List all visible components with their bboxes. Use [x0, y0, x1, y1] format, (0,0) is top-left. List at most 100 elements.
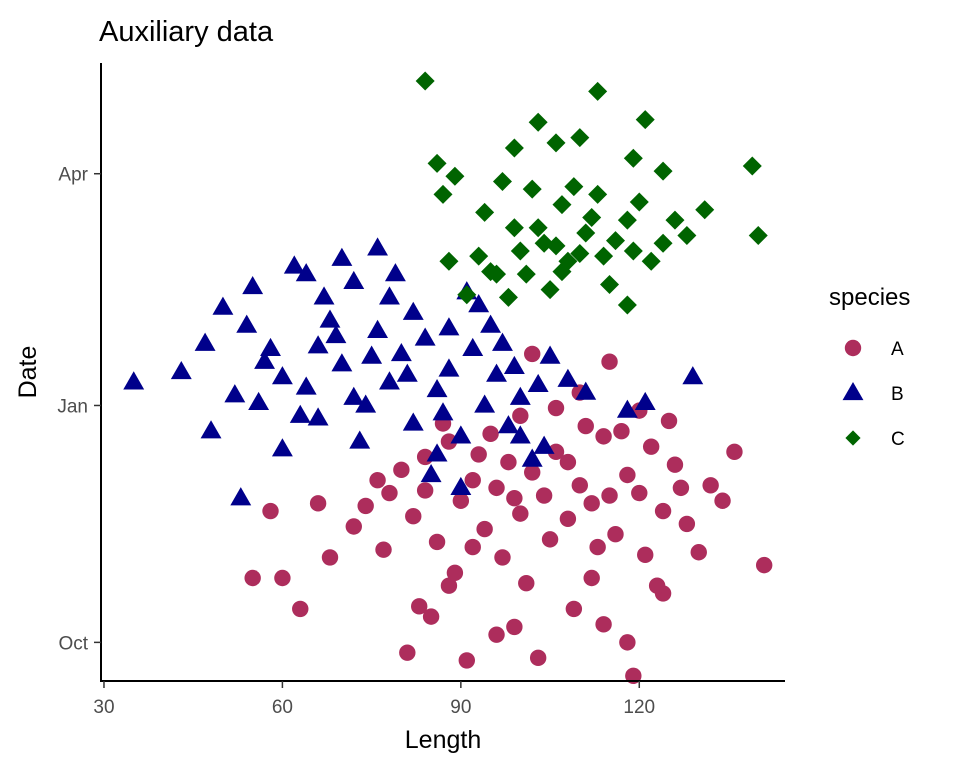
data-point [528, 218, 548, 238]
data-point [617, 210, 637, 230]
data-point [476, 520, 493, 538]
data-point [559, 510, 577, 527]
data-point [411, 598, 428, 615]
data-point [714, 492, 731, 509]
data-point [577, 417, 594, 435]
data-point [469, 246, 489, 266]
data-point [260, 337, 281, 356]
data-point [289, 404, 311, 423]
data-point [399, 644, 416, 661]
data-point [755, 556, 773, 574]
data-point [690, 544, 707, 561]
data-point [623, 148, 643, 168]
data-point [642, 438, 660, 455]
data-point [313, 286, 335, 305]
data-point [349, 430, 371, 449]
data-point [379, 286, 400, 305]
data-point [367, 319, 389, 338]
data-point [653, 233, 673, 253]
data-point [482, 425, 499, 442]
data-point [635, 110, 655, 130]
data-point [492, 171, 512, 191]
legend-item-b: B [842, 382, 904, 405]
series-b [123, 237, 704, 506]
y-tick-label: Apr [58, 165, 88, 186]
data-point [236, 314, 258, 333]
data-point [625, 667, 642, 685]
data-point [367, 237, 389, 256]
data-point [381, 484, 398, 502]
data-point [512, 407, 529, 424]
data-point [605, 231, 625, 251]
data-point [595, 428, 612, 445]
data-point [631, 484, 648, 502]
x-tick-label: 60 [272, 697, 293, 718]
data-point [552, 262, 572, 282]
data-point [433, 184, 453, 204]
data-point [583, 569, 600, 587]
data-point [564, 177, 584, 197]
data-point [613, 423, 630, 440]
data-point [345, 518, 362, 535]
x-tick-label: 30 [93, 697, 114, 718]
data-point [262, 502, 279, 520]
data-point [576, 223, 596, 243]
data-point [321, 549, 339, 566]
data-point [325, 324, 347, 344]
data-point [492, 332, 513, 351]
data-point [660, 412, 678, 430]
series-c [415, 71, 768, 315]
data-point [439, 251, 459, 271]
data-point [170, 361, 192, 380]
data-point [292, 600, 309, 618]
data-point [653, 161, 673, 181]
data-point [600, 274, 620, 294]
data-point [488, 479, 505, 497]
data-point [494, 549, 511, 566]
data-point [726, 443, 743, 461]
legend-title: species [829, 284, 910, 311]
data-point [654, 502, 672, 520]
data-point [488, 626, 505, 643]
data-point [487, 264, 507, 284]
data-point [440, 433, 458, 450]
data-point [427, 153, 447, 173]
data-point [283, 255, 305, 274]
data-point [438, 317, 460, 336]
data-point [506, 618, 523, 636]
data-point [458, 652, 475, 669]
data-point [682, 366, 704, 385]
data-point [194, 332, 216, 351]
data-point [438, 358, 460, 377]
data-point [623, 241, 643, 261]
data-point [601, 487, 618, 504]
legend-item-a: A [844, 339, 904, 360]
data-point [535, 487, 553, 504]
data-point [422, 608, 440, 625]
data-point [230, 487, 252, 506]
data-point [200, 420, 222, 439]
data-point [446, 564, 464, 582]
data-point [648, 577, 666, 594]
data-point [527, 373, 549, 393]
legend-items: A B C [842, 339, 905, 450]
data-point [254, 350, 276, 369]
data-point [295, 263, 317, 282]
data-point [390, 342, 412, 362]
data-point [242, 276, 264, 295]
x-ticks: 30 60 90 120 [93, 681, 655, 718]
legend-key [842, 382, 864, 401]
data-point [540, 280, 560, 300]
data-point [533, 435, 555, 454]
data-point [629, 192, 649, 212]
data-point [677, 226, 697, 246]
data-point [415, 71, 435, 91]
data-point [464, 471, 481, 489]
data-point [361, 345, 383, 364]
data-point [470, 446, 487, 463]
data-point [504, 218, 524, 238]
data-point [528, 112, 548, 132]
data-point [547, 399, 565, 417]
data-point [588, 184, 608, 204]
